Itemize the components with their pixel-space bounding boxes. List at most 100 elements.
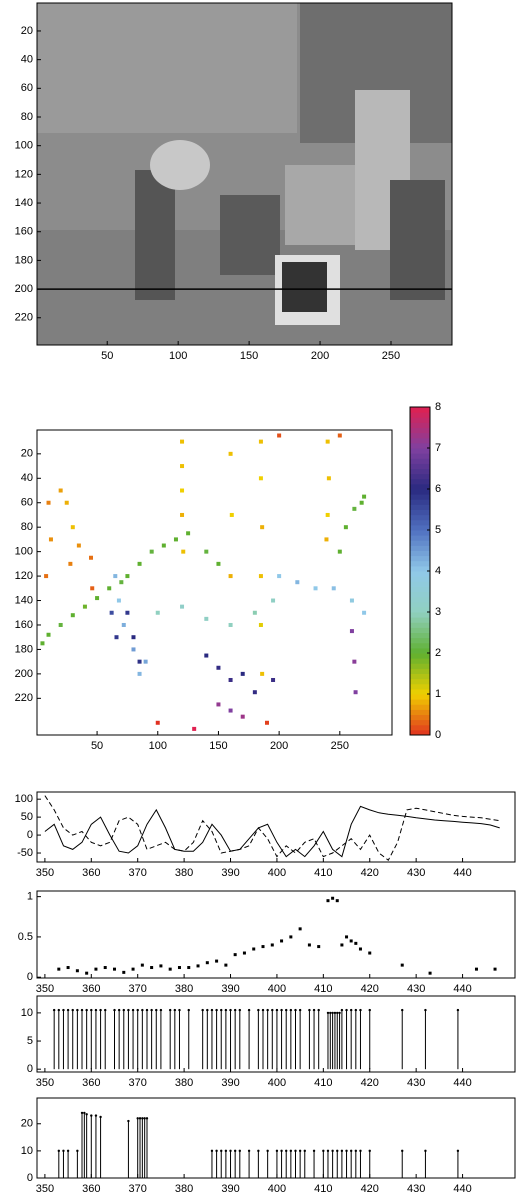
y-tick-label: 1 [27,891,33,903]
point [340,943,344,947]
colorbar-segment [410,571,430,577]
stem-marker [308,1008,311,1012]
point [354,941,358,945]
x-tick-label: 370 [129,1183,147,1195]
point [252,947,256,951]
stem-marker [57,1149,61,1153]
y-tick-label: 100 [15,546,33,558]
point [228,451,233,456]
x-tick-label: 50 [101,350,113,362]
colorbar-segment [410,586,430,592]
stem-marker [76,1008,79,1012]
point [122,970,126,974]
stem-marker [257,1008,260,1012]
colorbar-segment [410,668,430,674]
point [242,951,246,955]
stem-marker [229,1149,232,1153]
point [228,622,233,627]
point [131,635,136,640]
stem-marker [233,1008,237,1012]
colorbar-segment [410,545,430,551]
stem-marker [247,1149,251,1153]
point [258,439,263,444]
point [70,525,75,530]
axes-frame [36,890,516,979]
x-tick-label: 430 [407,867,425,879]
point [90,586,95,591]
y-tick-label: 180 [15,643,33,655]
point [76,543,81,548]
point [113,967,117,971]
colorbar-segment [410,591,430,598]
stem-marker [336,1011,339,1015]
point [89,555,94,560]
stem-marker [289,1008,293,1012]
y-tick-label: 0 [27,1172,33,1184]
stem-marker [229,1008,232,1012]
colorbar-segment [410,647,430,654]
point [260,671,265,676]
x-tick-label: 430 [407,1077,425,1089]
axes-frame [36,995,516,1073]
point [240,714,245,719]
stem-marker [275,1149,279,1153]
point [85,971,89,975]
point [180,512,185,517]
y-tick-label: 160 [15,619,33,631]
stem-marker [424,1149,427,1153]
colorbar-segment [410,448,430,454]
y-tick-label: 140 [15,594,33,606]
x-tick-label: 350 [36,1077,54,1089]
point [352,506,357,511]
stem-marker [99,1008,102,1012]
stem-marker [345,1149,348,1153]
point [125,610,130,615]
point [353,690,358,695]
point [180,604,185,609]
point [331,896,335,900]
point [258,574,263,579]
y-tick-label: 80 [21,111,33,123]
y-tick-label: 0.5 [18,931,33,943]
y-tick-label: 100 [15,793,33,805]
point [317,945,321,949]
stem-marker [401,1149,404,1153]
point [109,610,114,615]
point [204,653,209,658]
colorbar-segment [410,442,430,449]
point [313,586,318,591]
stem-marker [349,1008,353,1012]
point [140,963,144,967]
stem-marker [401,1008,404,1012]
colorbar-segment [410,709,430,715]
y-tick-label: -50 [17,847,33,859]
colorbar-segment [410,550,430,557]
colorbar-segment [410,504,430,510]
line [44,795,500,861]
point [159,964,163,968]
y-tick-label: 120 [15,168,33,180]
point [260,525,265,530]
point [325,512,330,517]
stem-marker [368,1008,371,1012]
point [155,720,160,725]
y-tick-label: 50 [21,811,33,823]
colorbar-tick-label: 3 [435,606,441,618]
x-tick-label: 400 [268,983,286,995]
y-tick-label: 180 [15,254,33,266]
stem-marker [173,1008,177,1012]
colorbar-segment [410,514,430,521]
stem-marker [224,1008,228,1012]
point [186,531,191,536]
stem-marker [322,1149,325,1153]
colorbar-segment [410,683,430,690]
x-tick-label: 440 [453,983,471,995]
y-tick-label: 80 [21,521,33,533]
x-tick-label: 420 [361,1183,379,1195]
stem-marker [71,1008,74,1012]
colorbar-segment [410,407,430,413]
x-tick-label: 380 [175,1077,193,1089]
x-tick-label: 400 [268,1183,286,1195]
colorbar-segment [410,653,430,659]
